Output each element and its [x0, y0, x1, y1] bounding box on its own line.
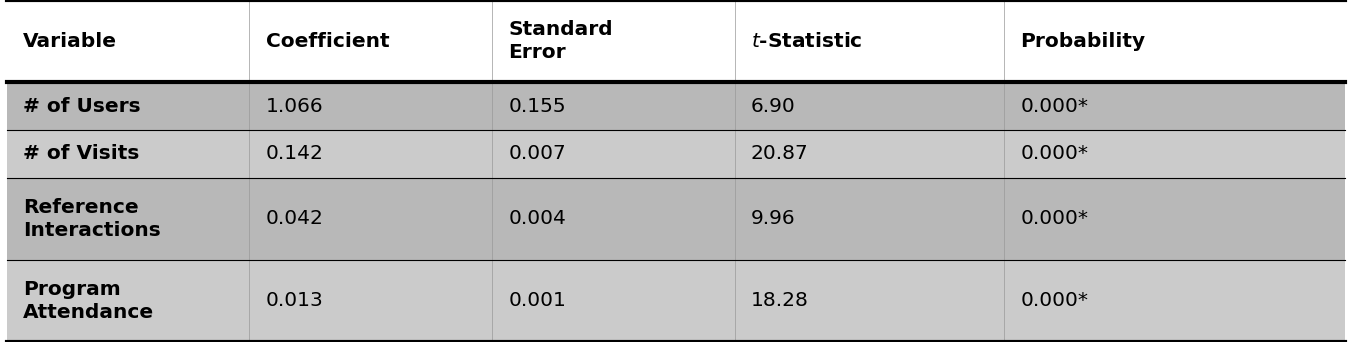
Text: 0.013: 0.013 — [266, 291, 324, 311]
Text: 0.001: 0.001 — [508, 291, 566, 311]
Bar — [7, 0, 1345, 82]
Text: Program
Attendance: Program Attendance — [23, 280, 154, 322]
Text: # of Users: # of Users — [23, 96, 140, 116]
Text: 0.142: 0.142 — [266, 144, 324, 163]
Text: Coefficient: Coefficient — [266, 31, 390, 51]
Text: 6.90: 6.90 — [751, 96, 795, 116]
Text: # of Visits: # of Visits — [23, 144, 139, 163]
Text: $\mathit{t}$-Statistic: $\mathit{t}$-Statistic — [751, 31, 863, 51]
Text: 0.000*: 0.000* — [1020, 209, 1088, 228]
Bar — [7, 260, 1345, 342]
Text: 0.007: 0.007 — [508, 144, 566, 163]
Text: 9.96: 9.96 — [751, 209, 795, 228]
Text: 0.000*: 0.000* — [1020, 144, 1088, 163]
Text: 1.066: 1.066 — [266, 96, 324, 116]
Text: 0.004: 0.004 — [508, 209, 566, 228]
Text: Variable: Variable — [23, 31, 117, 51]
Text: 0.155: 0.155 — [508, 96, 566, 116]
Text: 0.042: 0.042 — [266, 209, 324, 228]
Text: 0.000*: 0.000* — [1020, 96, 1088, 116]
Text: Probability: Probability — [1020, 31, 1146, 51]
Text: Reference
Interactions: Reference Interactions — [23, 198, 160, 240]
Text: 20.87: 20.87 — [751, 144, 809, 163]
Text: Standard
Error: Standard Error — [508, 20, 613, 62]
Text: 18.28: 18.28 — [751, 291, 809, 311]
Bar — [7, 130, 1345, 178]
Text: 0.000*: 0.000* — [1020, 291, 1088, 311]
Bar — [7, 82, 1345, 130]
Bar — [7, 178, 1345, 260]
